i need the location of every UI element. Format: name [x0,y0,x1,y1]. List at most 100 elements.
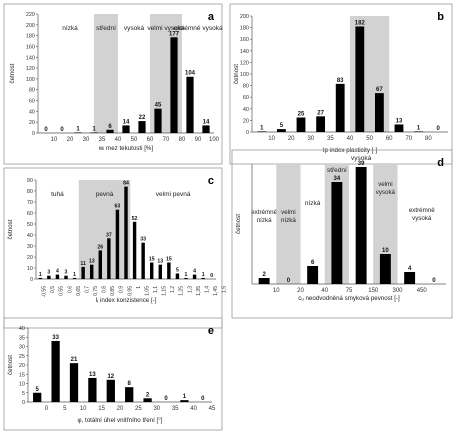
y-tick-label: 30 [19,345,25,351]
bar [184,277,188,279]
band-label: vysoká [124,25,145,32]
x-tick-label: 40 [190,406,197,412]
x-tick-label: 1,5 [222,286,228,293]
bar-value-label: 5 [176,268,179,274]
bar-value-label: 13 [89,372,96,378]
y-tick-label: 15 [19,372,25,378]
y-tick-label: 120 [26,66,35,72]
y-tick-label: 200 [240,14,249,20]
x-tick-label: 1,15 [162,286,168,296]
x-tick-label: 10 [51,137,58,143]
y-tick-label: 160 [240,37,249,43]
bar-value-label: 1 [202,272,205,278]
bar-value-label: 0 [210,273,213,279]
bar [379,254,391,284]
bar-value-label: 2 [146,392,150,398]
y-tick-label: 180 [26,34,35,40]
bar-value-label: 3 [65,270,68,276]
band-label: vysoká [376,189,396,196]
bar-value-label: 84 [123,181,129,187]
panel-letter: e [208,325,214,337]
bar [404,272,416,284]
bar [51,340,60,402]
bar [355,26,365,132]
shaded-band [276,164,301,284]
x-axis-title: wₗ mez tekutosti [%] [98,145,154,152]
bar [72,277,77,279]
x-tick-label: 0,7 [84,286,90,293]
x-tick-label: 0,95 [127,286,133,296]
y-axis-title: četnost [235,214,242,234]
bar [158,264,162,279]
x-tick-label: 1,25 [179,286,185,296]
bar-value-label: 0 [60,127,64,133]
y-tick-label: 120 [240,60,249,66]
y-tick-label: 160 [26,44,35,50]
bar [296,117,306,132]
bar-value-label: 13 [89,259,95,265]
bar-value-label: 15 [166,257,172,263]
band-label: extrémně [409,207,435,214]
y-tick-label: 50 [27,222,33,228]
bar-value-label: 1 [92,126,96,132]
y-tick-label: 40 [27,233,33,239]
y-tick-label: 60 [29,99,35,105]
y-tick-label: 60 [243,95,249,101]
band-label: pevná [96,191,114,198]
y-tick-label: 80 [27,189,33,195]
y-tick-label: 0 [32,131,35,137]
bar-value-label: 0 [432,278,436,284]
bar-value-label: 4 [193,269,196,275]
panel-letter: c [208,175,214,187]
bar-value-label: 6 [108,124,112,130]
bar [257,131,267,132]
x-tick-label: 15 [98,406,105,412]
x-tick-label: 1,4 [204,286,210,293]
x-tick-label: 20 [67,137,74,143]
x-tick-label: 10 [268,136,275,142]
x-tick-label: 10 [80,406,87,412]
bar-value-label: 4 [56,269,59,275]
x-tick-label: 1,3 [187,286,193,293]
bar-value-label: 63 [115,204,121,210]
bar [98,250,102,279]
bar-value-label: 45 [155,103,162,109]
y-tick-label: 10 [27,266,33,272]
bar-value-label: 14 [123,119,130,125]
bar [355,167,367,284]
x-tick-label: 0,75 [93,286,99,296]
bar [150,262,154,279]
y-axis-title: četnost [233,64,240,84]
y-tick-label: 30 [27,244,33,250]
x-tick-label: 1 [136,286,142,289]
bar [331,182,343,284]
bar [394,124,404,132]
bar-value-label: 1 [417,125,421,131]
bar-value-label: 4 [408,266,412,272]
bar [88,377,97,402]
x-tick-label: 40 [347,136,354,142]
bar-value-label: 21 [71,357,78,363]
x-tick-label: 10 [273,288,280,294]
bar [335,83,345,132]
bar-value-label: 33 [140,237,146,243]
y-tick-label: 25 [19,354,25,360]
x-tick-label: 35 [172,406,179,412]
x-tick-label: 60 [147,137,154,143]
bar-value-label: 1 [73,272,76,278]
y-tick-label: 80 [243,84,249,90]
y-tick-label: 20 [29,120,35,126]
bar [258,278,270,284]
y-tick-label: 180 [240,26,249,32]
x-tick-label: 35 [99,137,106,143]
bar [47,275,51,279]
bar-value-label: 182 [355,20,366,26]
bar [33,392,42,402]
x-tick-label: 0,5 [50,286,56,293]
x-tick-label: 450 [417,288,428,294]
x-tick-label: 90 [195,137,202,143]
bar-value-label: 177 [169,31,180,37]
bar [122,125,130,133]
